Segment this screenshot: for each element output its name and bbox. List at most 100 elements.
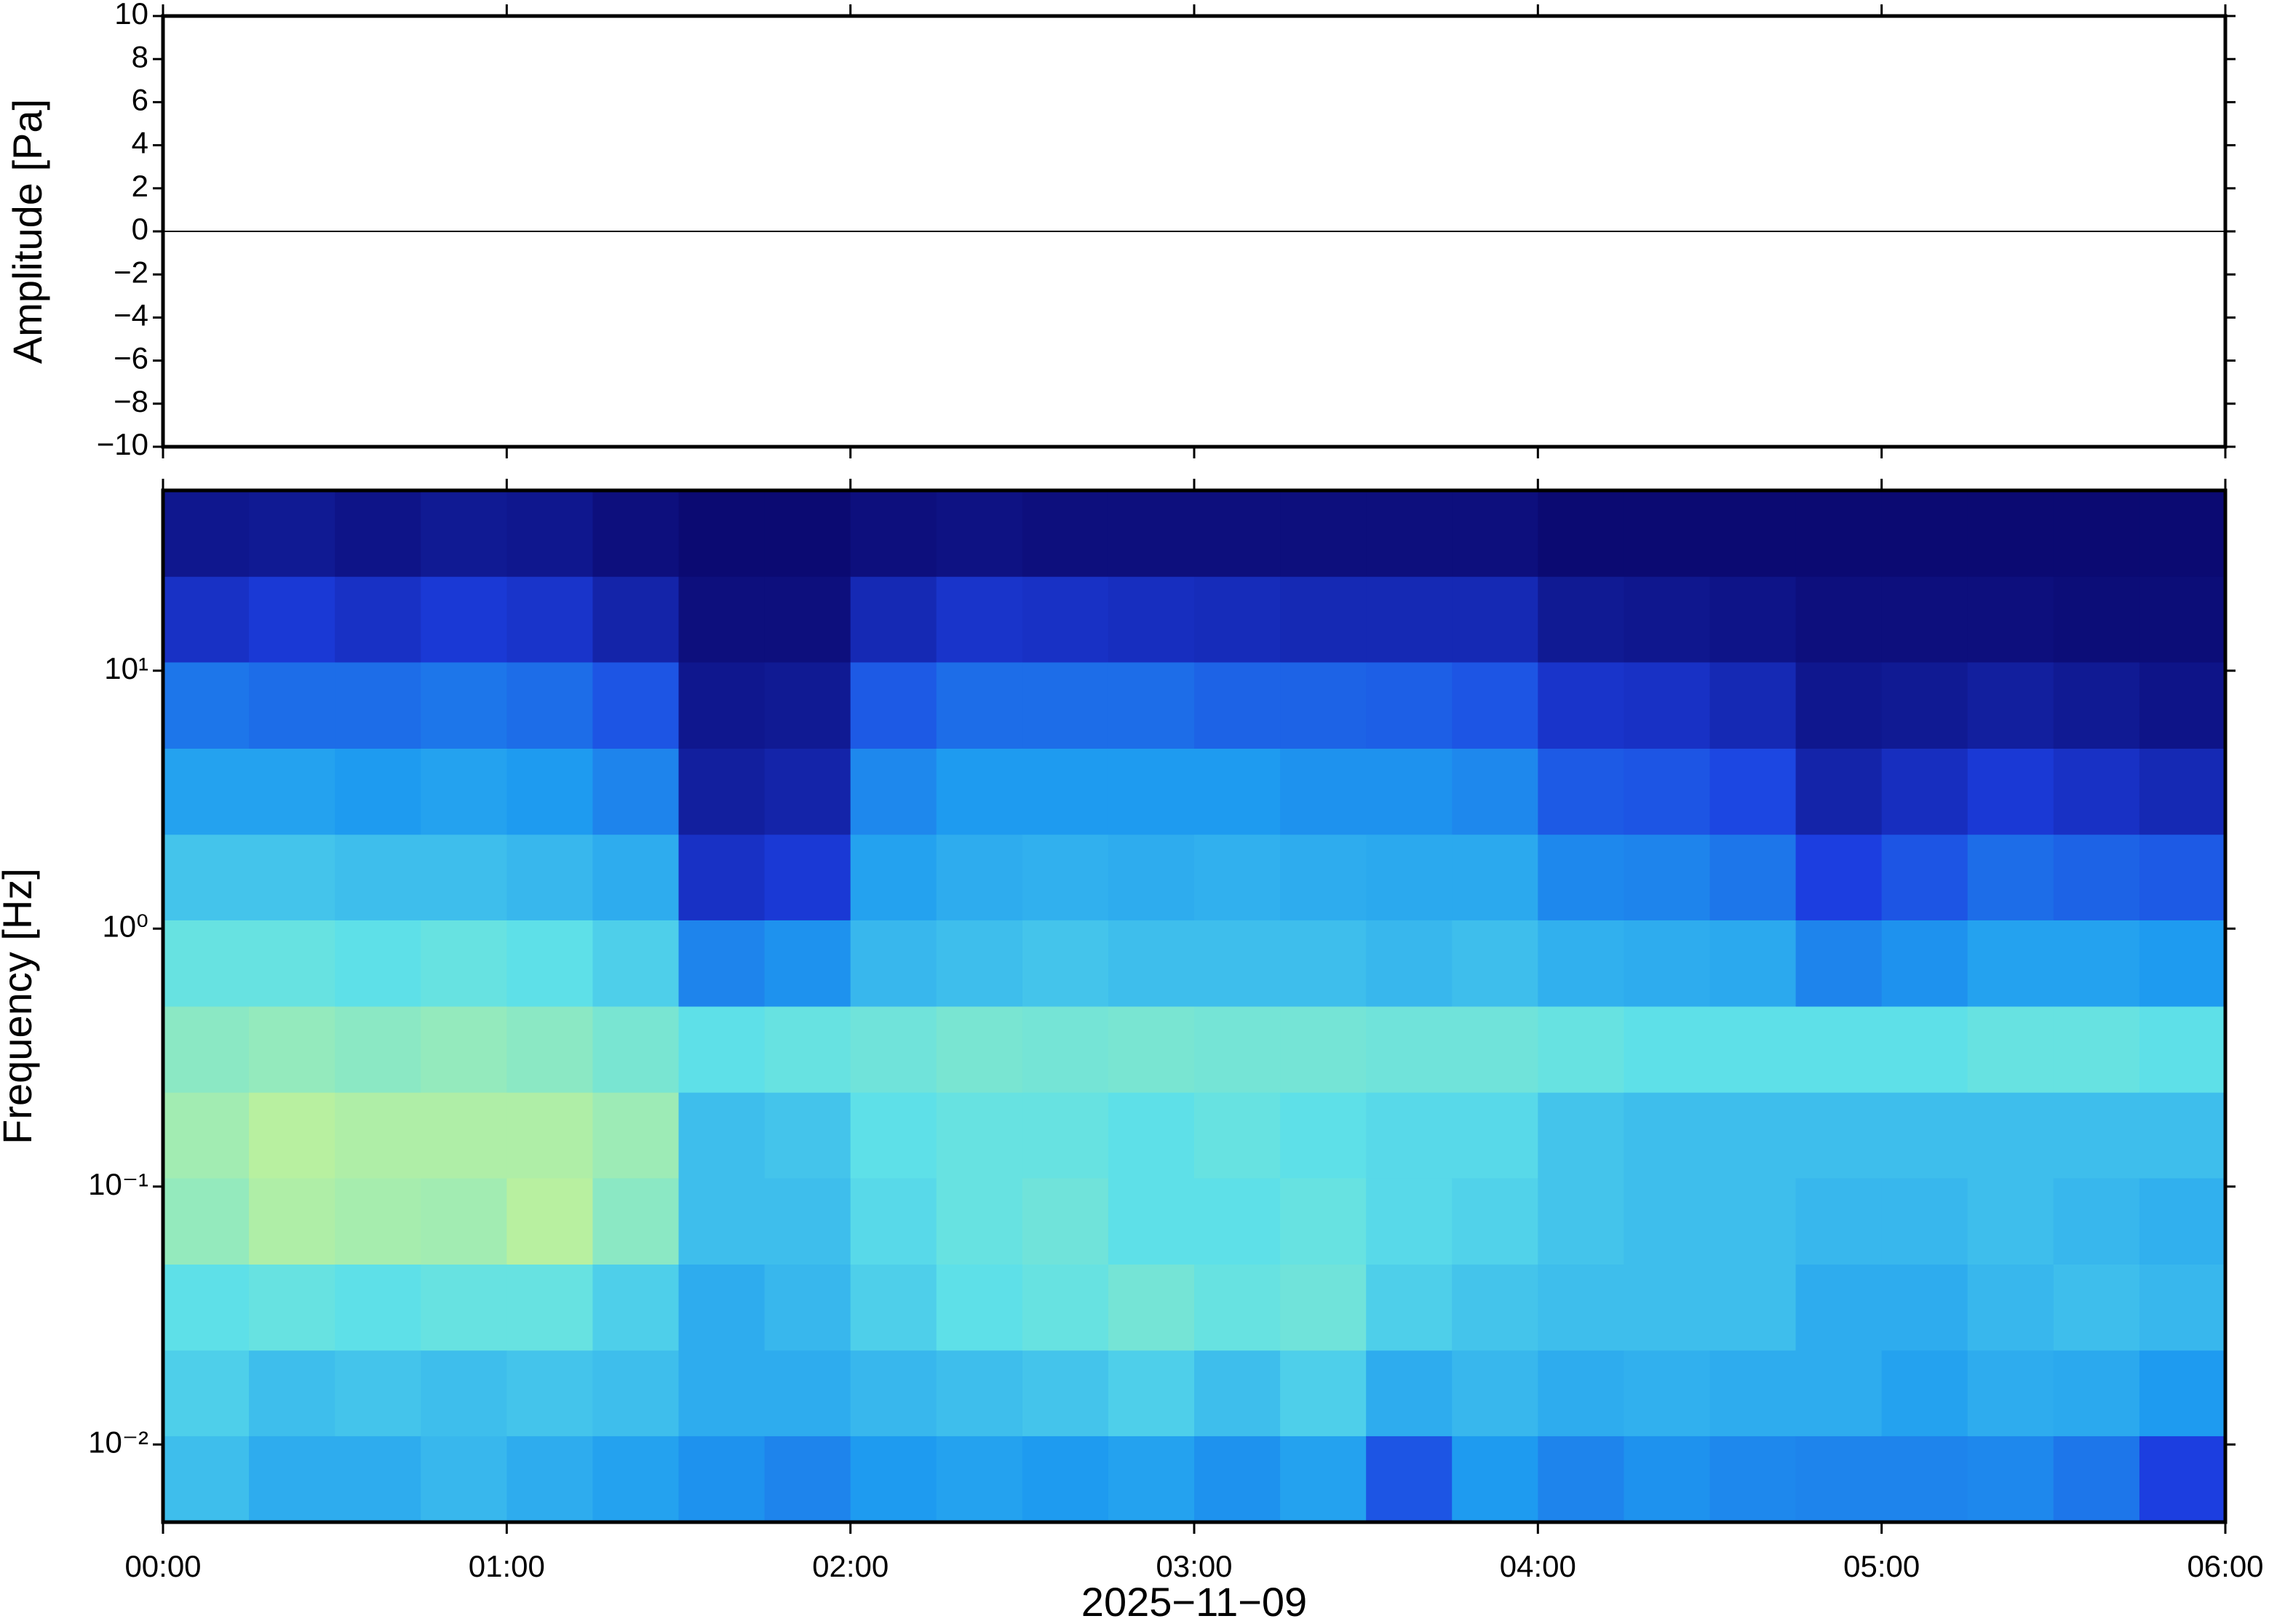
cell (335, 748, 421, 835)
cell (678, 920, 766, 1007)
cell (1022, 1006, 1109, 1093)
x-tick-label: 01:00 (469, 1549, 545, 1583)
cell (764, 748, 851, 835)
y-tick-label: 10⁻² (88, 1425, 148, 1459)
cell (1022, 576, 1109, 663)
cell (2139, 1264, 2226, 1351)
cell (1366, 1264, 1453, 1351)
cell (1967, 1350, 2054, 1436)
y-tick-label: 8 (132, 39, 148, 73)
cell (592, 1092, 679, 1179)
cell (1795, 1092, 1883, 1179)
cell (335, 834, 421, 920)
cell (1624, 920, 1710, 1007)
cell (764, 576, 851, 663)
cell (506, 1177, 593, 1265)
cell (421, 490, 507, 577)
cell (163, 748, 250, 835)
cell (1538, 1350, 1624, 1436)
cell (764, 1177, 851, 1265)
cell (335, 661, 421, 749)
cell (678, 834, 766, 920)
cell (2139, 490, 2226, 577)
cell (335, 490, 421, 577)
cell (1194, 1177, 1281, 1265)
cell (1795, 1177, 1883, 1265)
cell (1108, 920, 1195, 1007)
cell (1538, 1006, 1624, 1093)
cell (2139, 1350, 2226, 1436)
cell (506, 1006, 593, 1093)
cell (249, 1092, 335, 1179)
cell (936, 1177, 1023, 1265)
cell (936, 920, 1023, 1007)
cell (850, 661, 937, 749)
cell (1280, 1350, 1367, 1436)
cell (592, 1436, 679, 1523)
cell (163, 1092, 250, 1179)
x-tick-label: 03:00 (1156, 1549, 1232, 1583)
cell (850, 1436, 937, 1523)
y-axis-title: Frequency [Hz] (0, 868, 40, 1145)
cell (1538, 1264, 1624, 1351)
cell (1194, 1092, 1281, 1179)
cell (1194, 661, 1281, 749)
cell (2053, 1264, 2140, 1351)
cell (163, 1264, 250, 1351)
cell (1624, 1006, 1710, 1093)
cell (1709, 1092, 1797, 1179)
cell (335, 1092, 421, 1179)
cell (1795, 1006, 1883, 1093)
cell (163, 1350, 250, 1436)
cell (1538, 834, 1624, 920)
cell (1967, 1177, 2054, 1265)
cell (764, 1436, 851, 1523)
cell (2053, 490, 2140, 577)
cell (850, 1350, 937, 1436)
cell (1194, 1350, 1281, 1436)
cell (1280, 1092, 1367, 1179)
y-tick-label: −6 (114, 341, 148, 375)
cell (1795, 920, 1883, 1007)
cell (506, 748, 593, 835)
cell (163, 920, 250, 1007)
cell (249, 1177, 335, 1265)
cell (1452, 748, 1538, 835)
cell (421, 1436, 507, 1523)
cell (506, 1092, 593, 1179)
cell (1709, 576, 1797, 663)
cell (1795, 490, 1883, 577)
cell (2139, 661, 2226, 749)
cell (506, 576, 593, 663)
cell (1452, 834, 1538, 920)
cell (936, 1264, 1023, 1351)
cell (764, 920, 851, 1007)
cell (1022, 490, 1109, 577)
cell (249, 1006, 335, 1093)
y-tick-label: 2 (132, 169, 148, 203)
cell (1881, 1177, 1968, 1265)
cell (2053, 1006, 2140, 1093)
cell (1194, 1436, 1281, 1523)
cell (1709, 1264, 1797, 1351)
cell (1280, 490, 1367, 577)
cell (249, 661, 335, 749)
cell (421, 576, 507, 663)
cell (1280, 1436, 1367, 1523)
cell (335, 1264, 421, 1351)
cell (2053, 834, 2140, 920)
cell (1108, 490, 1195, 577)
cell (2139, 1006, 2226, 1093)
cell (850, 748, 937, 835)
cell (1967, 1264, 2054, 1351)
y-axis-title: Amplitude [Pa] (4, 99, 50, 364)
cell (1709, 490, 1797, 577)
cell (2053, 748, 2140, 835)
cell (2053, 1436, 2140, 1523)
cell (936, 834, 1023, 920)
cell (1881, 661, 1968, 749)
cell (1366, 1006, 1453, 1093)
cell (249, 576, 335, 663)
cell (1709, 834, 1797, 920)
cell (1366, 920, 1453, 1007)
